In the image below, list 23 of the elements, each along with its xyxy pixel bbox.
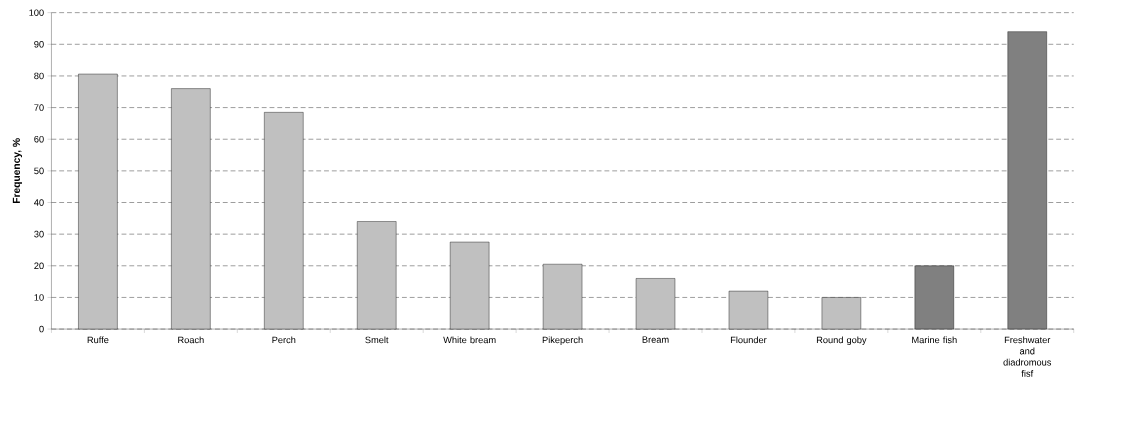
y-axis-title: Frequency, %: [12, 138, 22, 204]
y-tick-label: 100: [29, 9, 44, 17]
y-tick-label: 90: [34, 41, 44, 48]
x-tick-label: Freshwater and diadromous fisf: [1003, 336, 1052, 377]
x-tick-label: Ruffe: [87, 336, 109, 344]
x-tick-label: Smelt: [365, 336, 389, 344]
y-tick-label: 40: [34, 199, 44, 206]
y-tick-label: 80: [34, 72, 44, 80]
x-tick-label: Marine fish: [912, 336, 957, 344]
x-tick-label: Flounder: [730, 336, 767, 344]
y-tick-label: 70: [34, 104, 44, 112]
x-tick-label: Bream: [642, 336, 669, 344]
y-tick-label: 60: [34, 136, 44, 143]
y-tick-label: 30: [34, 231, 44, 238]
x-tick-label: Pikeperch: [542, 336, 583, 346]
x-tick-label: White bream: [443, 336, 496, 344]
y-tick-label: 0: [39, 326, 44, 333]
x-tick-label: Roach: [178, 336, 204, 344]
y-tick-label: 10: [34, 294, 44, 301]
y-tick-label: 20: [34, 262, 44, 270]
x-tick-label: Round goby: [816, 336, 867, 346]
x-tick-label: Perch: [272, 336, 296, 344]
y-tick-label: 50: [34, 167, 44, 175]
